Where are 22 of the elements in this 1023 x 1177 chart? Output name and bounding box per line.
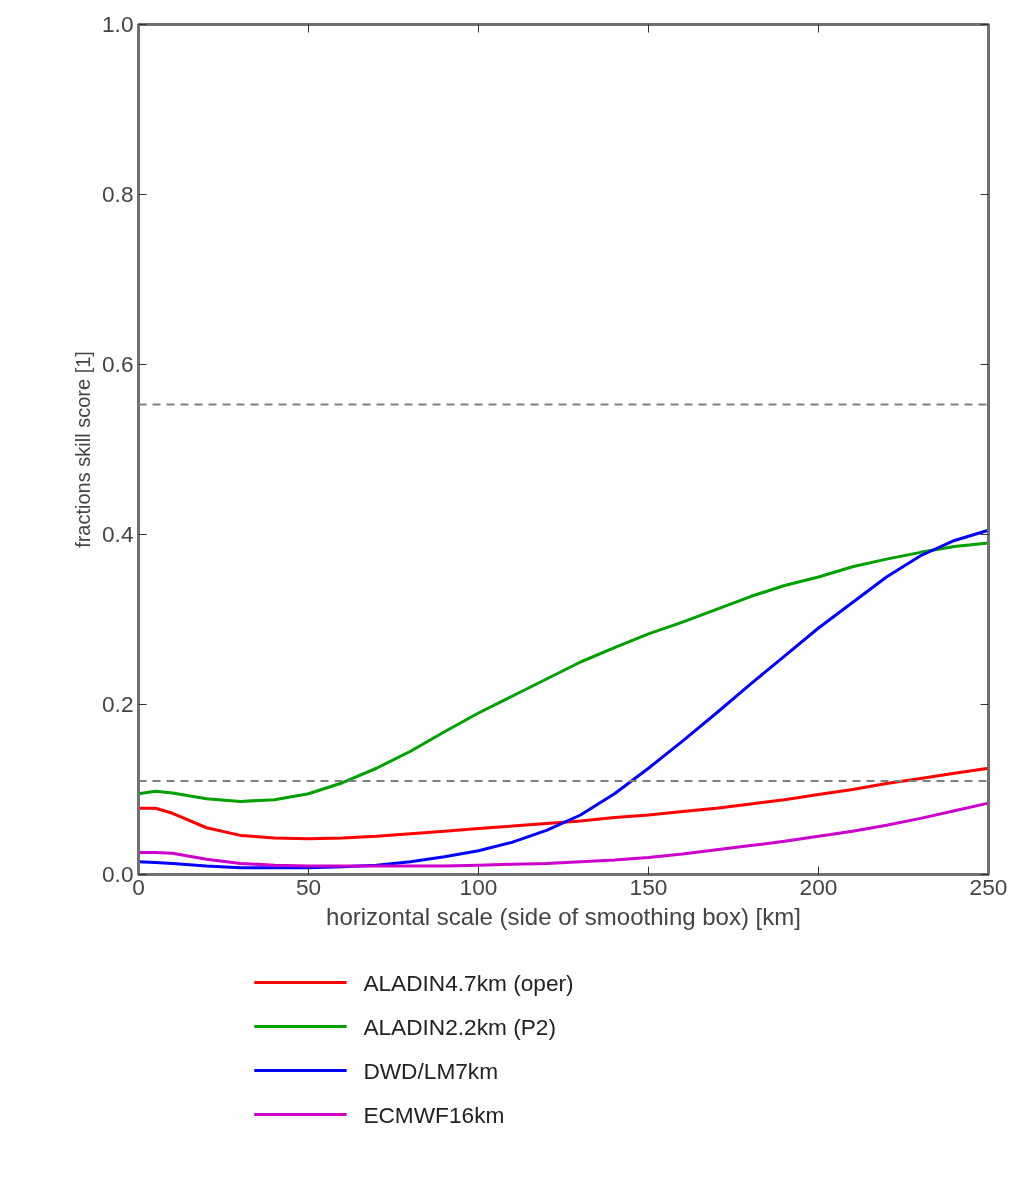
line-series <box>138 528 989 870</box>
y-axis-title: fractions skill score [1] <box>72 351 94 548</box>
x-tick-label: 150 <box>629 873 668 900</box>
y-tick-label: 0.6 <box>102 351 134 377</box>
legend-label: ECMWF16km <box>363 1101 505 1128</box>
line-series <box>138 766 989 841</box>
line-series <box>138 801 989 868</box>
y-tick-label: 0.4 <box>102 521 134 547</box>
y-tick-label: 1.0 <box>102 11 134 37</box>
y-tick-label: 0.8 <box>102 181 134 207</box>
y-tick-label: 0.0 <box>102 861 134 887</box>
legend-label: ALADIN2.2km (P2) <box>363 1013 557 1040</box>
x-tick-label: 0 <box>132 873 145 900</box>
x-axis-title: horizontal scale (side of smoothing box) [km] <box>326 902 801 930</box>
legend-label: ALADIN4.7km (oper) <box>363 969 574 996</box>
line-series <box>138 541 989 803</box>
x-tick-label: 250 <box>969 873 1008 900</box>
legend-label: DWD/LM7km <box>363 1057 499 1084</box>
y-tick-label: 0.2 <box>102 691 134 717</box>
x-tick-label: 200 <box>799 873 838 900</box>
x-tick-label: 100 <box>459 873 498 900</box>
x-tick-label: 50 <box>295 873 322 900</box>
